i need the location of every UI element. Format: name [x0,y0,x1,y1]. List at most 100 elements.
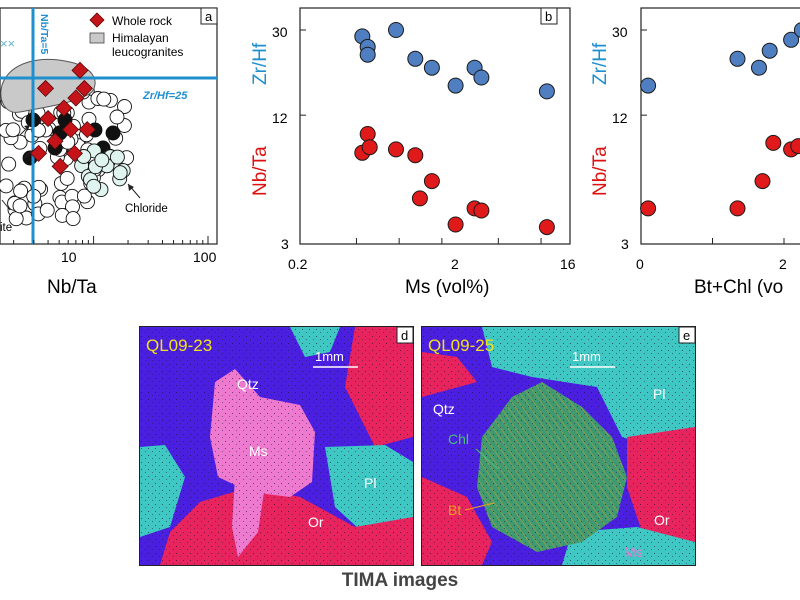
tima-e-letter-box [678,327,695,344]
open-circle [12,198,28,214]
nbta-point [754,173,771,190]
tima-e-label-ms: Ms [624,544,643,560]
zrhf-point [783,31,800,48]
whole-rock-point [71,61,89,79]
nbta-point [640,200,657,217]
open-circle [117,99,132,114]
panel-b-ytick-3: 3 [281,236,289,252]
panel-b-ylabel-zrhf: Zr/Hf [250,42,271,85]
tima-e-speckle [422,327,695,565]
panel-b-ylabel-nbta: Nb/Ta [250,146,271,196]
tima-d-sample-label: QL09-23 [146,336,212,355]
panel-c-points [640,22,800,217]
zrhf-point [793,22,800,38]
chloride-circle [86,178,102,194]
open-circle [109,109,125,125]
panel-c-ticks [640,29,785,245]
legend-leuco-line1: Himalayan [112,31,169,45]
annot-chloride: Chloride [125,203,168,215]
cyan-cross-marks: ×× [0,36,15,51]
panel-c-ylabel-zrhf: Zr/Hf [590,42,611,85]
tima-d-label-ms: Ms [249,443,268,459]
tima-e-label-or: Or [654,512,670,528]
zrhf-point [761,42,778,59]
tima-e-label-bt: Bt [448,502,461,518]
open-circle [0,178,14,194]
panel-b-ticks [299,29,571,245]
panel-c-ytick-3: 3 [621,236,629,252]
panel-a-frame [0,7,218,245]
nbta-point [361,139,378,156]
panel-b-xtick-0.2: 0.2 [288,256,308,272]
nbta-5-label: Nb/Ta=5 [38,14,50,55]
tima-d-label-pl: Pl [364,475,376,491]
panel-b-letter-box [540,7,558,25]
nbta-point [423,173,440,190]
panel-a-xtick-100: 100 [193,249,217,265]
tima-e-scale-label: 1mm [572,349,601,364]
zrhf-point [407,50,424,67]
zrhf-point [751,59,767,76]
panel-c: 30 12 3 Zr/Hf Nb/Ta 0 2 Bt+Chl (vo [590,7,800,298]
zrhf-point [388,22,404,38]
chloride-circle [94,152,110,168]
tima-d-letter-box [396,327,413,344]
tima-e-map: e QL09-25 1mm Qtz Pl Chl Bt Or Ms [422,327,695,565]
chloride-circle [109,149,125,165]
whole-rock-diamonds [29,61,96,175]
whole-rock-point [46,132,64,150]
tima-e-chl-pointer [475,448,499,470]
panel-a-xtick-10: 10 [61,249,77,265]
open-circle [76,188,92,204]
tima-d-speckle [140,327,413,565]
figure-caption: TIMA images [341,570,459,591]
black-circle [105,125,121,141]
panel-c-ylabel-nbta: Nb/Ta [590,146,611,196]
open-circle [1,156,17,172]
whole-rock-point [36,79,55,97]
zrhf-point [640,77,657,94]
tima-d-scale-label: 1mm [315,349,344,364]
legend-whole-rock: Whole rock [112,14,173,28]
nbta-point [411,190,428,207]
open-circle [39,202,55,218]
panel-a-ticks [13,236,209,244]
panel-a-letter-box [200,7,218,25]
whole-rock-point [78,121,96,139]
tima-d-map: d QL09-23 1mm Qtz Ms Pl Or [140,327,413,565]
panel-c-xtick-2: 2 [779,256,787,272]
tima-e-letter: e [683,328,690,343]
zrhf-point [359,46,376,63]
zrhf-point [538,83,555,100]
legend-diamond-icon [89,12,105,28]
panel-c-ytick-12: 12 [612,110,628,126]
zrhf-point [447,77,464,94]
whole-rock-point [39,110,57,128]
tima-image-d: d QL09-23 1mm Qtz Ms Pl Or [139,326,414,566]
nbta-point [447,216,464,233]
zrhf-point [473,69,490,86]
tima-e-label-qtz: Qtz [433,401,455,417]
panel-b-frame [299,7,571,245]
nbta-point [407,147,424,164]
tima-d-label-qtz: Qtz [237,376,259,392]
annot-ite: ite [0,222,12,234]
open-circle [65,211,81,227]
nbta-point [729,200,746,217]
open-circle [59,170,75,186]
whole-rock-point [62,121,80,139]
whole-rock-point [51,157,69,175]
tima-d-letter: d [401,328,408,343]
panel-c-xlabel: Bt+Chl (vo [694,277,783,298]
panel-b: b 30 12 3 Zr/Hf Nb/Ta 0.2 2 16 Ms (vol%) [250,7,576,298]
zrhf-point [729,50,746,67]
open-circle [13,183,29,199]
panel-b-xtick-2: 2 [451,256,459,272]
panel-b-xtick-16: 16 [560,256,576,272]
arrow-upper-head [24,125,30,130]
panel-a-chloride-circles [74,143,131,198]
panel-b-letter: b [545,9,552,24]
zrhf-25-label: Zr/Hf=25 [142,90,188,102]
panel-b-points [354,22,555,236]
